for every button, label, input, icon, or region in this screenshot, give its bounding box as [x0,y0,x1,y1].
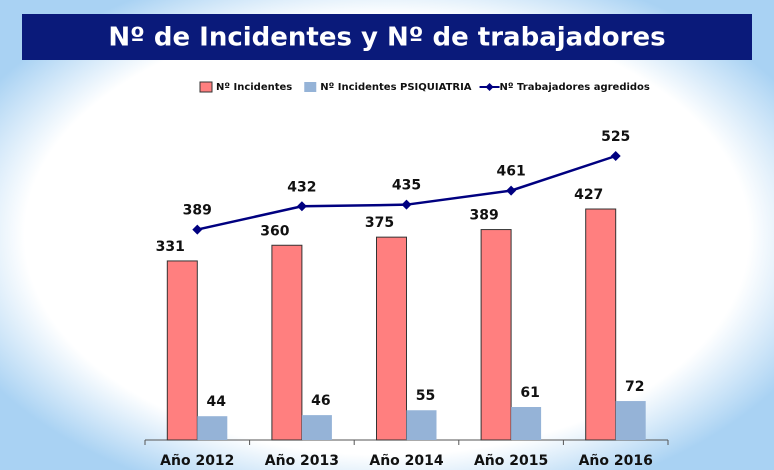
data-label: 61 [520,385,539,401]
bar [511,407,542,440]
data-label: 331 [156,239,185,255]
data-label: 435 [392,178,421,194]
legend-label: Nº Trabajadores agredidos [500,82,650,93]
legend-swatch [485,83,494,91]
line-marker [296,201,307,212]
data-label: 427 [574,187,603,203]
x-tick-label: Año 2015 [474,453,548,469]
bar [480,229,512,441]
legend-label: Nº Incidentes PSIQUIATRIA [320,82,472,93]
x-tick-label: Año 2014 [369,453,444,469]
legend-label: Nº Incidentes [216,82,292,93]
data-label: 389 [183,203,212,219]
legend-swatch [199,81,213,93]
x-tick-label: Año 2012 [160,453,234,469]
x-tick-label: Año 2016 [579,453,653,469]
bar [585,208,617,441]
bar [197,416,228,440]
bar [301,415,332,440]
title-bar [22,14,752,60]
data-label: 55 [416,388,435,404]
data-label: 375 [365,215,394,231]
data-label: 525 [601,129,630,145]
data-label: 461 [496,164,525,180]
x-tick-label: Año 2013 [265,453,339,469]
line-marker [610,151,621,161]
data-label: 432 [287,179,316,195]
chart-title: Nº de Incidentes y Nº de trabajadores [108,23,665,53]
data-label: 46 [311,393,330,409]
data-label: 44 [207,394,227,410]
bar [615,401,646,440]
bar [376,236,407,441]
line-marker [506,185,517,196]
legend-swatch [304,82,317,92]
data-label: 389 [469,208,498,224]
bar [166,260,198,441]
line-marker [192,224,203,235]
data-label: 72 [625,379,644,395]
legend: Nº Incidentes Nº Incidentes PSIQUIATRIA Nº… [199,81,650,93]
line-marker [401,199,412,210]
data-label: 360 [260,223,289,239]
bar [271,244,303,441]
bar [406,410,437,440]
